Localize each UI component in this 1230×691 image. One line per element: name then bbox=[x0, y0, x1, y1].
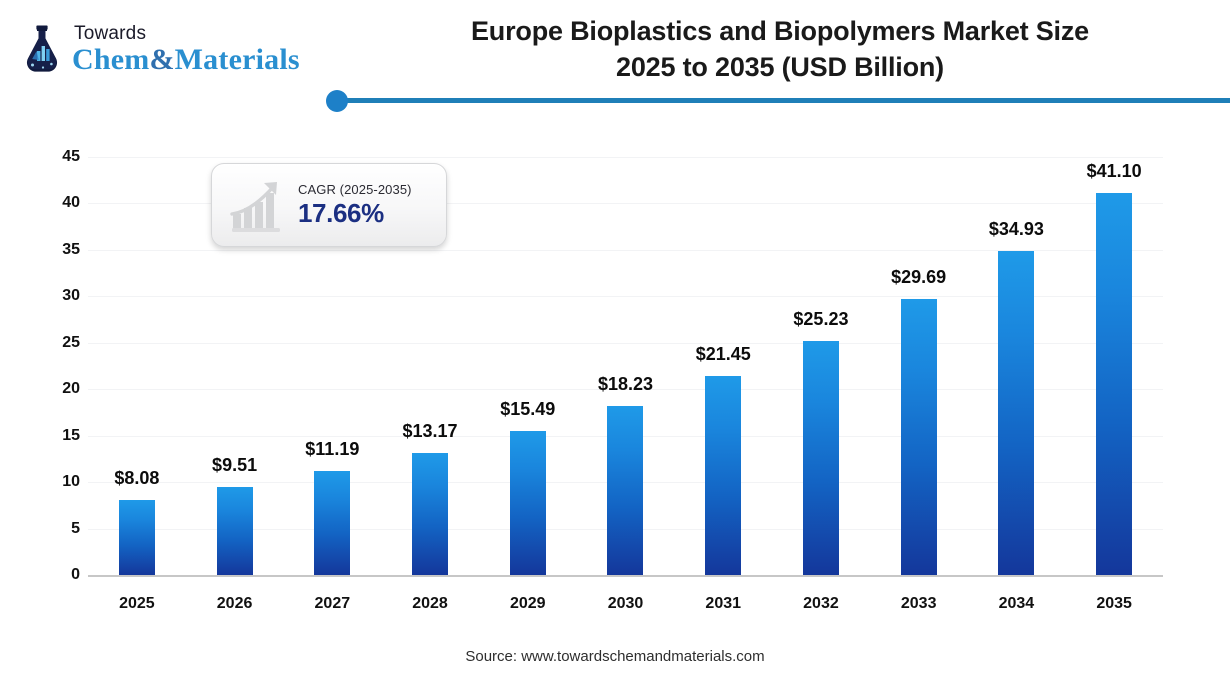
x-axis-tick-label: 2030 bbox=[607, 595, 644, 612]
cagr-texts: CAGR (2025-2035) 17.66% bbox=[298, 182, 412, 229]
x-axis-tick-label: 2031 bbox=[705, 595, 742, 612]
gridline bbox=[88, 342, 1163, 344]
bar-group[interactable]: $41.10 2035 bbox=[1065, 0, 1163, 691]
page-title: Europe Bioplastics and Biopolymers Marke… bbox=[380, 14, 1180, 85]
bar[interactable] bbox=[900, 299, 937, 575]
gridline bbox=[88, 296, 1163, 298]
bar-group[interactable]: $34.93 2034 bbox=[968, 0, 1066, 691]
bar-group[interactable]: $21.45 2031 bbox=[674, 0, 772, 691]
bar[interactable] bbox=[118, 499, 155, 575]
x-axis-tick-label: 2034 bbox=[998, 595, 1035, 612]
y-axis-tick-label: 10 bbox=[62, 473, 80, 491]
bar[interactable] bbox=[998, 250, 1035, 575]
cagr-label: CAGR (2025-2035) bbox=[298, 181, 412, 197]
bar-value-label: $21.45 bbox=[695, 343, 751, 364]
bar-group[interactable]: $11.19 2027 bbox=[283, 0, 381, 691]
bar-group[interactable]: $29.69 2033 bbox=[870, 0, 968, 691]
gridline bbox=[88, 249, 1163, 251]
bar-value-label: $9.51 bbox=[212, 454, 258, 475]
x-axis-tick-label: 2032 bbox=[803, 595, 839, 612]
bar[interactable] bbox=[509, 431, 546, 575]
bar[interactable] bbox=[1096, 193, 1133, 575]
header: Towards Chem&Materials Europe Bioplastic… bbox=[0, 0, 1230, 112]
y-axis-tick-label: 0 bbox=[71, 566, 80, 583]
brand-ampersand: & bbox=[149, 43, 175, 76]
bar-value-label: $15.49 bbox=[500, 399, 556, 420]
brand-name-top: Towards bbox=[74, 23, 147, 44]
bar-value-label: $8.08 bbox=[114, 467, 160, 488]
page-title-line-2: 2025 to 2035 (USD Billion) bbox=[616, 51, 944, 82]
brand-word-chem: Chem bbox=[72, 43, 150, 76]
bar-group[interactable]: $18.23 2030 bbox=[577, 0, 675, 691]
brand-logo[interactable]: Towards Chem&Materials bbox=[18, 24, 300, 75]
bar-group[interactable]: $15.49 2029 bbox=[479, 0, 577, 691]
growth-bar-chart-icon bbox=[230, 182, 280, 232]
x-axis-tick-label: 2026 bbox=[216, 595, 253, 612]
y-axis-tick-label: 25 bbox=[62, 333, 80, 351]
y-axis-tick-label: 20 bbox=[62, 380, 80, 398]
bar-value-label: $11.19 bbox=[305, 439, 360, 460]
y-axis-tick-label: 5 bbox=[71, 519, 80, 537]
brand-word-materials: Materials bbox=[174, 43, 300, 76]
y-axis-tick-label: 15 bbox=[62, 426, 80, 444]
bar[interactable] bbox=[705, 375, 742, 575]
bar-value-label: $34.93 bbox=[988, 218, 1044, 239]
flask-logo-icon bbox=[26, 25, 58, 72]
bar-value-label: $18.23 bbox=[597, 373, 654, 394]
x-axis-tick-label: 2027 bbox=[314, 595, 351, 612]
bar[interactable] bbox=[607, 405, 644, 575]
bar-value-label: $29.69 bbox=[891, 267, 947, 288]
bar[interactable] bbox=[314, 471, 351, 575]
source-note: Source: www.towardschemandmaterials.com bbox=[465, 648, 765, 665]
bar[interactable] bbox=[216, 486, 253, 575]
brand-wordmark: Towards Chem&Materials bbox=[72, 24, 300, 75]
bar-group[interactable]: $8.08 2025 bbox=[88, 0, 186, 691]
x-axis-tick-label: 2028 bbox=[412, 595, 448, 612]
brand-name-bottom: Chem&Materials bbox=[72, 45, 300, 75]
header-divider bbox=[344, 98, 1230, 103]
y-axis-tick-label: 40 bbox=[62, 194, 80, 212]
cagr-value: 17.66% bbox=[298, 197, 384, 228]
gridline bbox=[88, 157, 1163, 158]
gridline bbox=[88, 389, 1163, 391]
page-title-line-1: Europe Bioplastics and Biopolymers Marke… bbox=[471, 16, 1089, 46]
header-divider-dot-icon bbox=[326, 90, 348, 112]
bar-group[interactable]: $25.23 2032 bbox=[772, 0, 870, 691]
x-axis-tick-label: 2035 bbox=[1096, 595, 1132, 612]
bar-group[interactable]: $13.17 2028 bbox=[381, 0, 479, 691]
bar-value-label: $13.17 bbox=[402, 420, 458, 441]
x-axis-tick-label: 2029 bbox=[509, 595, 546, 612]
x-axis-tick-label: 2025 bbox=[119, 595, 155, 612]
x-axis-tick-label: 2033 bbox=[900, 595, 937, 612]
x-axis-line bbox=[88, 575, 1163, 577]
bar-value-label: $25.23 bbox=[793, 308, 849, 329]
bar[interactable] bbox=[412, 452, 449, 575]
y-axis-tick-label: 35 bbox=[62, 240, 80, 258]
bar[interactable] bbox=[802, 340, 839, 575]
bar-group[interactable]: $9.51 2026 bbox=[186, 0, 284, 691]
bar-value-label: $41.10 bbox=[1086, 161, 1142, 182]
cagr-badge: CAGR (2025-2035) 17.66% bbox=[211, 163, 447, 247]
y-axis-tick-label: 45 bbox=[62, 148, 80, 165]
gridline bbox=[88, 203, 1163, 205]
y-axis-tick-label: 30 bbox=[62, 287, 80, 305]
